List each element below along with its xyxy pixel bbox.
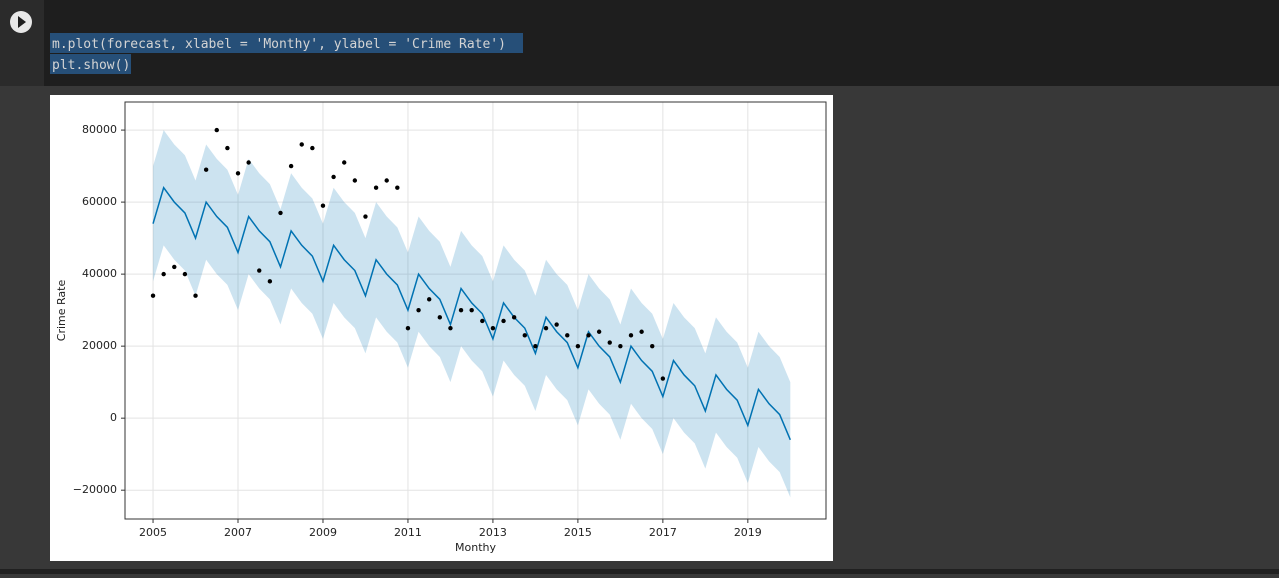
- observed-point: [575, 343, 581, 349]
- observed-point: [480, 318, 485, 324]
- x-tick-label: 2013: [479, 526, 507, 539]
- observed-point: [660, 376, 666, 381]
- observed-point: [639, 329, 644, 334]
- observed-point: [469, 307, 474, 313]
- run-icon: [18, 16, 26, 28]
- observed-point: [320, 203, 326, 208]
- y-axis-label: Crime Rate: [55, 280, 68, 342]
- observed-point: [352, 178, 358, 183]
- observed-point: [342, 160, 347, 165]
- observed-point: [193, 293, 198, 298]
- observed-point: [299, 142, 304, 147]
- observed-point: [522, 333, 527, 338]
- observed-point: [384, 178, 389, 183]
- plot: 2005 2007 2009 2011 2013 2015 2017 2019 −20000 0 2…: [55, 101, 827, 554]
- observed-point: [618, 343, 623, 349]
- x-tick-label: 2011: [394, 526, 422, 539]
- x-tick-label: 2017: [649, 526, 677, 539]
- observed-point: [490, 325, 496, 331]
- observed-point: [310, 145, 315, 151]
- observed-point: [214, 127, 219, 133]
- observed-point: [511, 315, 517, 320]
- observed-point: [246, 160, 251, 165]
- observed-point: [161, 271, 166, 277]
- observed-point: [257, 268, 262, 273]
- observed-point: [225, 145, 230, 151]
- x-axis-label: Monthy: [455, 541, 496, 554]
- observed-point: [235, 171, 241, 176]
- y-tick-label: 60000: [82, 195, 117, 208]
- observed-point: [182, 271, 188, 277]
- observed-point: [203, 167, 209, 172]
- y-tick-label: 80000: [82, 123, 117, 136]
- observed-point: [278, 210, 283, 216]
- observed-point: [565, 333, 570, 338]
- x-tick-label: 2009: [309, 526, 337, 539]
- x-tick-label: 2007: [224, 526, 252, 539]
- observed-point: [395, 185, 400, 190]
- observed-point: [533, 343, 538, 349]
- x-tick-label: 2019: [734, 526, 762, 539]
- selection: [50, 54, 131, 74]
- observed-point: [416, 307, 421, 313]
- x-tick-label: 2015: [564, 526, 592, 539]
- observed-point: [267, 279, 273, 284]
- selection: [50, 33, 523, 53]
- observed-point: [373, 185, 379, 190]
- observed-point: [628, 333, 634, 338]
- observed-point: [586, 333, 591, 338]
- axes-frame: [124, 101, 827, 520]
- code-line: plt.show(): [52, 58, 130, 73]
- y-tick-label: 20000: [82, 339, 117, 352]
- y-tick-label: 0: [110, 411, 117, 424]
- observed-point: [331, 174, 336, 180]
- code-line: m.plot(forecast, xlabel = 'Monthy', ylab…: [52, 37, 506, 52]
- observed-point: [501, 318, 506, 324]
- uncertainty-band: [153, 130, 791, 498]
- observed-point: [554, 322, 559, 327]
- observed-point: [437, 315, 443, 320]
- observed-point: [426, 297, 432, 302]
- observed-point: [448, 325, 453, 331]
- observed-point: [543, 325, 549, 331]
- observed-point: [458, 307, 464, 313]
- output-image: [50, 95, 833, 561]
- x-tick-label: 2005: [139, 526, 167, 539]
- observed-point: [363, 214, 368, 219]
- y-tick-label: 40000: [82, 267, 117, 280]
- observed-point: [172, 264, 177, 270]
- observed-point: [405, 325, 411, 331]
- bottom-bar: [0, 569, 1279, 574]
- observed-point: [650, 343, 655, 349]
- y-tick-label: −20000: [73, 483, 117, 496]
- observed-point: [607, 340, 612, 345]
- observed-point: [288, 163, 294, 169]
- observed-point: [150, 293, 156, 298]
- observed-point: [596, 329, 602, 334]
- forecast-line: [152, 186, 792, 441]
